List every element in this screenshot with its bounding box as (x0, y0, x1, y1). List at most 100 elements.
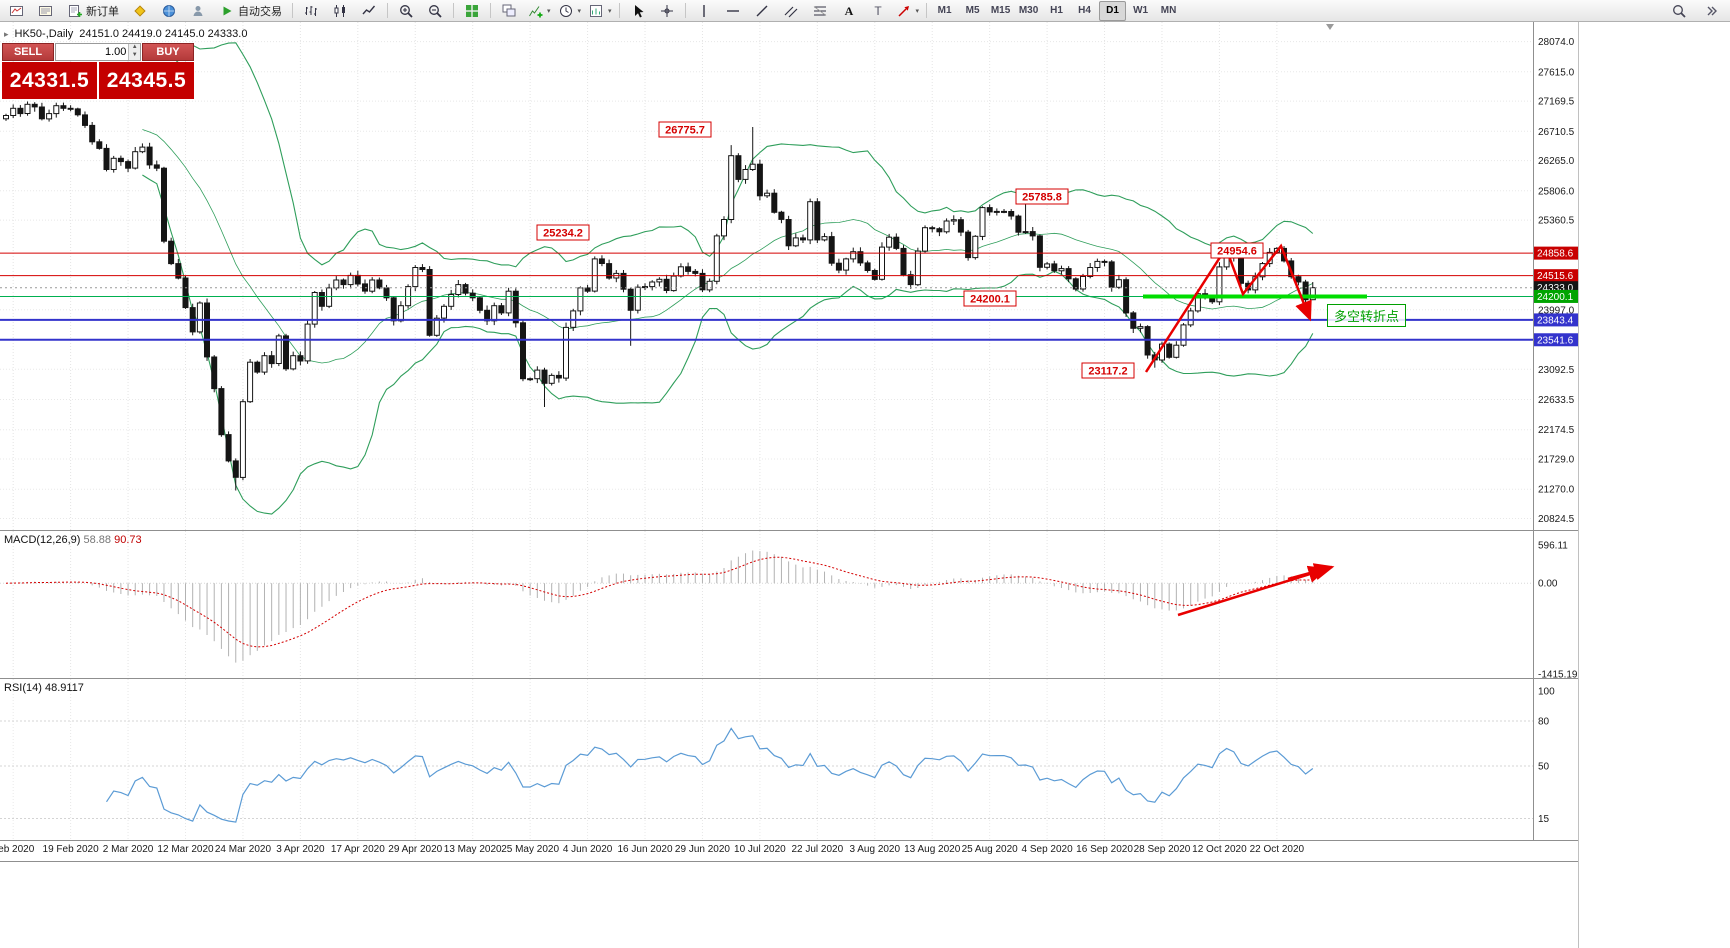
community-button[interactable] (184, 0, 212, 22)
candle (814, 198, 821, 244)
bollinger-bands (142, 42, 1314, 515)
timeframe-h1-button[interactable]: H1 (1050, 5, 1063, 16)
crosshair-tool-button[interactable] (653, 0, 681, 22)
arrange-windows-button[interactable] (495, 0, 523, 22)
price-axis[interactable]: 28074.0 27615.0 27169.5 26710.5 26265.0 25806… (1534, 37, 1578, 525)
person-icon (193, 5, 203, 16)
candle (914, 247, 921, 287)
macd-signal-line (5, 556, 1313, 648)
arrows-tool-button[interactable]: ▾ (893, 0, 923, 22)
tile-windows-button[interactable] (458, 0, 486, 22)
timeframe-m1-button[interactable]: M1 (937, 5, 952, 16)
horizontal-line-tool-button[interactable] (719, 0, 747, 22)
timeframe-mn-button[interactable]: MN (1160, 5, 1177, 16)
rsi-axis-label: 100 (1538, 687, 1555, 698)
candle (17, 105, 24, 117)
bars-icon (305, 5, 317, 16)
new-order-button[interactable]: 新订单 (61, 0, 125, 22)
cursor-icon (634, 4, 644, 17)
lot-increase-button[interactable]: ▲ (129, 44, 140, 52)
svg-text:23843.4: 23843.4 (1537, 315, 1574, 326)
channel-tool-button[interactable] (777, 0, 805, 22)
date-label: 29 Jun 2020 (674, 844, 730, 855)
oct-collapse-button[interactable]: ▸ (4, 28, 9, 39)
periods-button[interactable]: ▾ (555, 0, 585, 22)
right-empty-area (1578, 22, 1730, 948)
candle (132, 147, 139, 170)
market-button[interactable] (155, 0, 183, 22)
profiles-button[interactable] (32, 0, 60, 22)
periods-button-dropdown-arrow[interactable]: ▾ (577, 7, 582, 15)
templates-button[interactable]: ▾ (585, 0, 615, 22)
price-axis-label: 21729.0 (1538, 455, 1575, 466)
candle (1216, 262, 1223, 306)
price-callout[interactable]: 26775.7 (658, 121, 712, 138)
candle (850, 247, 857, 263)
trendline-tool-button[interactable] (748, 0, 776, 22)
lot-input[interactable] (56, 44, 129, 60)
candle (354, 270, 361, 287)
cursor-tool-button[interactable] (624, 0, 652, 22)
price-callouts[interactable]: 26775.7 25234.2 25785.8 24200.1 23117.2 24954… (536, 121, 1264, 379)
price-axis-label: 28074.0 (1538, 37, 1575, 48)
pivot-note-label[interactable]: 多空转折点 (1327, 304, 1407, 327)
candle (110, 155, 117, 173)
price-callout[interactable]: 24954.6 (1210, 242, 1264, 259)
timeframe-w1-button[interactable]: W1 (1133, 5, 1149, 16)
line-chart-mode-button[interactable] (355, 0, 383, 22)
price-callout[interactable]: 25785.8 (1015, 188, 1069, 205)
candle (778, 210, 785, 224)
indicators-button-dropdown-arrow[interactable]: ▾ (547, 7, 551, 15)
crosshair-icon (660, 4, 673, 17)
toolbar-right-icons (1665, 0, 1725, 22)
metaeditor-button[interactable] (126, 0, 154, 22)
macd-trend-arrow[interactable] (1287, 563, 1335, 581)
timeframe-h4-button[interactable]: H4 (1078, 5, 1091, 16)
toolbar-separator (684, 3, 686, 18)
date-label: 12 Oct 2020 (1192, 844, 1247, 855)
price-callout[interactable]: 23117.2 (1081, 362, 1135, 379)
search-button[interactable] (1665, 0, 1693, 22)
candle (484, 305, 491, 325)
price-callout[interactable]: 24200.1 (963, 290, 1017, 307)
macd-pane[interactable]: 596.11 0.00 -1415.19 (0, 530, 1578, 678)
arrows-tool-button-dropdown-arrow[interactable]: ▾ (915, 7, 920, 15)
zoom-out-button[interactable] (421, 0, 449, 22)
templates-button-dropdown-arrow[interactable]: ▾ (608, 7, 612, 15)
chartnew-icon (10, 5, 23, 16)
text-tool-button[interactable]: A (835, 0, 863, 22)
timeframe-m30-button[interactable]: M30 (1018, 5, 1039, 16)
candlestick-mode-button[interactable] (326, 0, 354, 22)
price-chart-pane[interactable]: 26775.7 25234.2 25785.8 24200.1 23117.2 24954… (0, 22, 1578, 530)
sell-price[interactable]: 24331.5 (2, 62, 97, 99)
lot-decrease-button[interactable]: ▼ (129, 52, 140, 60)
autotrading-button[interactable]: 自动交易 (213, 0, 288, 22)
bar-chart-mode-button[interactable] (297, 0, 325, 22)
buy-button[interactable]: BUY (142, 43, 194, 61)
buy-price[interactable]: 24345.5 (99, 62, 194, 99)
label-tool-button[interactable]: T (864, 0, 892, 22)
toolbar: 新订单 自动交易 ▾ ▾ ▾ A T ▾ M1 M5 M15 M30 H1 H4 D1 W1 MN (0, 0, 1730, 22)
trend-arrow[interactable] (1144, 243, 1312, 373)
price-callout[interactable]: 25234.2 (536, 224, 590, 241)
indicators-button[interactable]: ▾ (524, 0, 554, 22)
candle (1080, 273, 1086, 292)
macd-trend-arrow[interactable] (1177, 565, 1329, 617)
candle (771, 189, 778, 214)
fibonacci-tool-button[interactable] (806, 0, 834, 22)
new-chart-button[interactable] (3, 0, 31, 22)
candle (634, 284, 641, 314)
play-icon (223, 6, 232, 15)
chart-shift-marker[interactable] (1326, 24, 1334, 30)
zoom-in-button[interactable] (392, 0, 420, 22)
rsi-pane[interactable]: 100 80 50 15 (0, 678, 1578, 840)
timeframe-m5-button[interactable]: M5 (965, 5, 980, 16)
timeframe-m15-button[interactable]: M15 (990, 5, 1011, 16)
timeframe-d1-button[interactable]: D1 (1099, 0, 1127, 21)
toolbar-separator (453, 3, 454, 18)
sell-button[interactable]: SELL (2, 43, 54, 61)
vertical-line-tool-button[interactable] (690, 0, 718, 22)
svg-text:24200.1: 24200.1 (970, 294, 1010, 306)
toolbar-overflow-button[interactable] (1697, 0, 1725, 22)
